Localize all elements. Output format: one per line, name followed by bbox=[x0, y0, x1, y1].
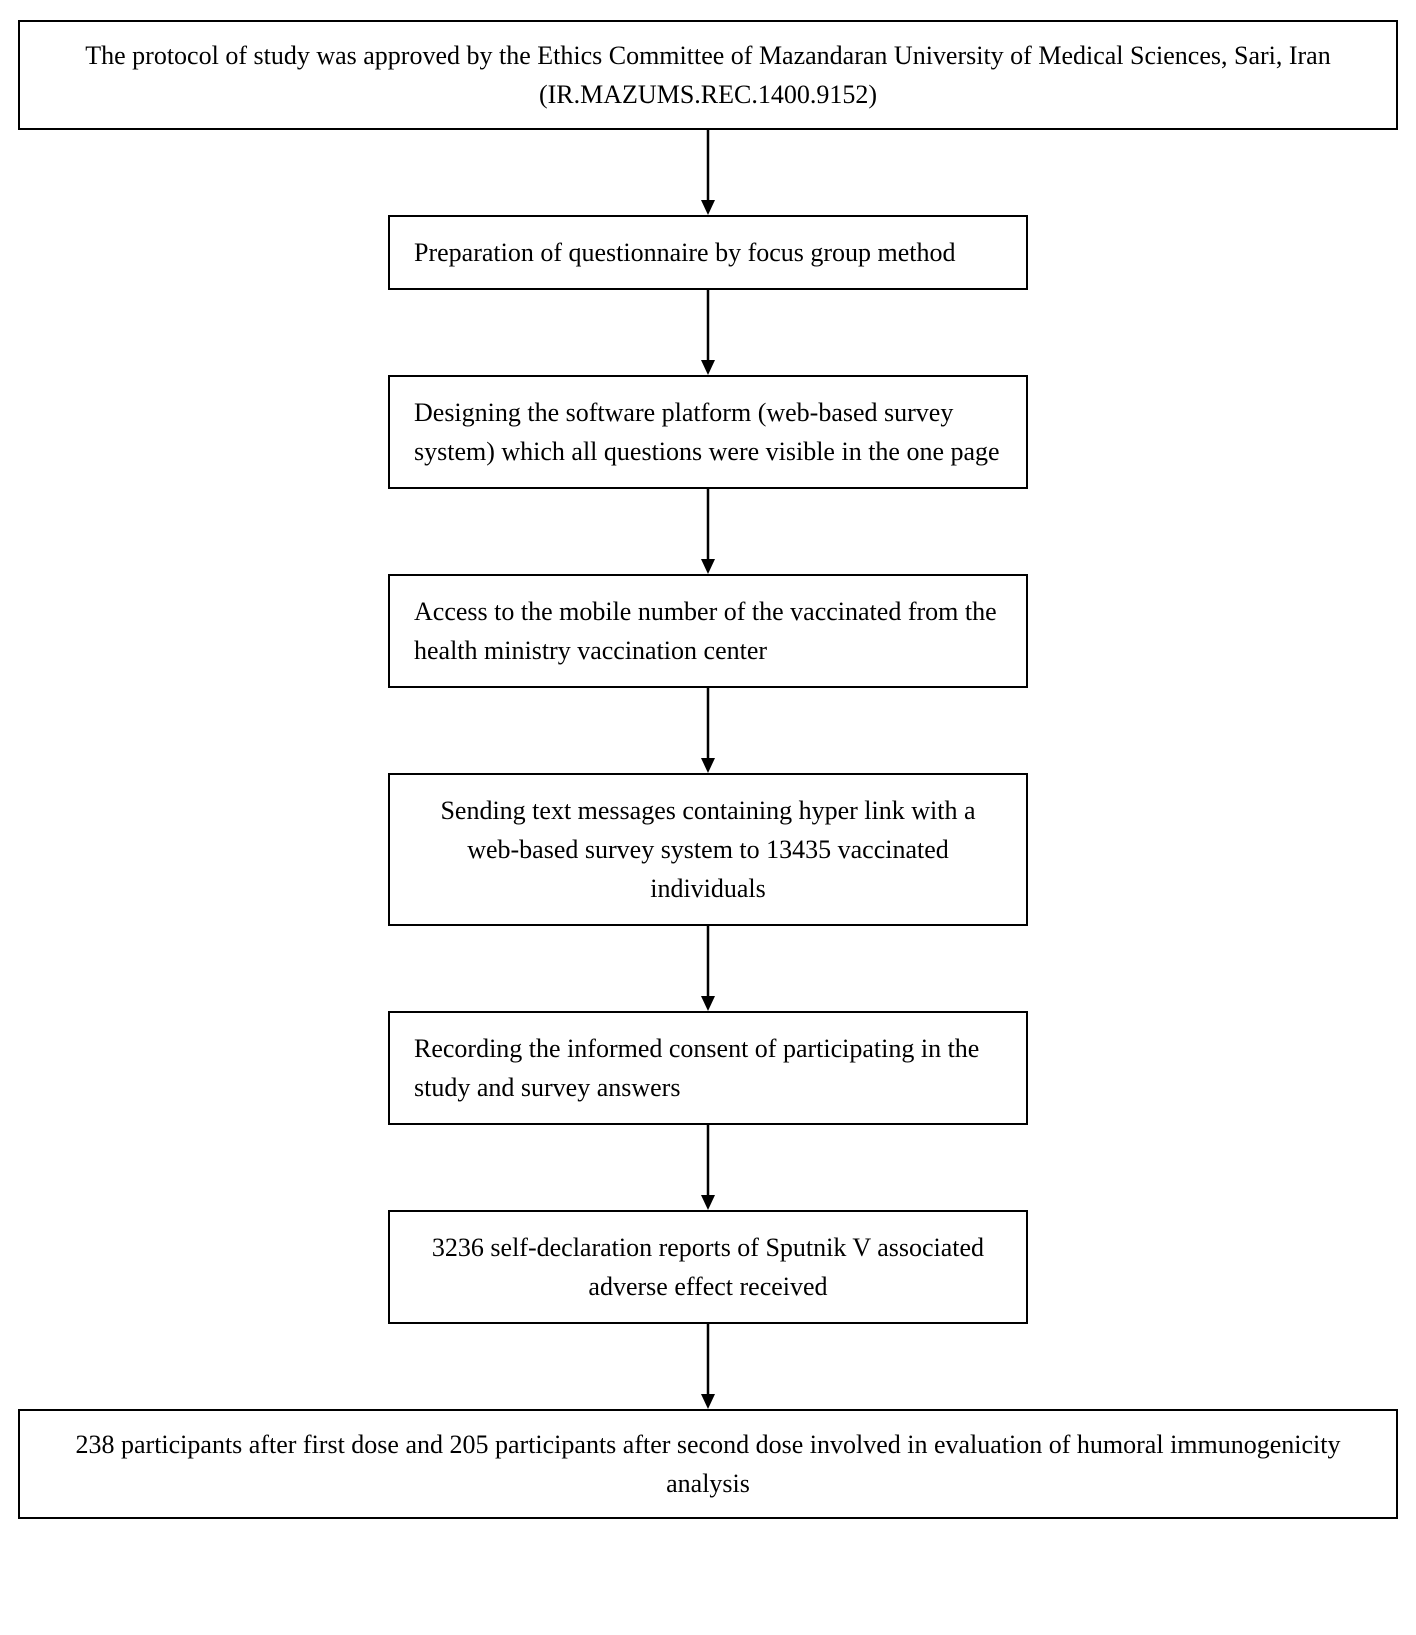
step-reports: 3236 self-declaration reports of Sputnik… bbox=[388, 1210, 1028, 1324]
step-reports-text: 3236 self-declaration reports of Sputnik… bbox=[432, 1233, 984, 1301]
flowchart-container: The protocol of study was approved by th… bbox=[0, 20, 1416, 1519]
arrow-7 bbox=[696, 1324, 720, 1409]
step-final-text: 238 participants after first dose and 20… bbox=[76, 1430, 1341, 1498]
step-final: 238 participants after first dose and 20… bbox=[18, 1409, 1398, 1519]
step-questionnaire: Preparation of questionnaire by focus gr… bbox=[388, 215, 1028, 290]
step-consent: Recording the informed consent of partic… bbox=[388, 1011, 1028, 1125]
arrow-1 bbox=[696, 130, 720, 215]
step-sending-text: Sending text messages containing hyper l… bbox=[440, 796, 975, 903]
step-consent-text: Recording the informed consent of partic… bbox=[414, 1034, 979, 1102]
step-sending: Sending text messages containing hyper l… bbox=[388, 773, 1028, 926]
step-access-text: Access to the mobile number of the vacci… bbox=[414, 597, 997, 665]
step-access: Access to the mobile number of the vacci… bbox=[388, 574, 1028, 688]
arrow-4 bbox=[696, 688, 720, 773]
step-ethics: The protocol of study was approved by th… bbox=[18, 20, 1398, 130]
arrow-3 bbox=[696, 489, 720, 574]
arrow-6 bbox=[696, 1125, 720, 1210]
arrow-5 bbox=[696, 926, 720, 1011]
step-platform: Designing the software platform (web-bas… bbox=[388, 375, 1028, 489]
step-ethics-text: The protocol of study was approved by th… bbox=[85, 41, 1330, 109]
arrow-2 bbox=[696, 290, 720, 375]
step-platform-text: Designing the software platform (web-bas… bbox=[414, 398, 1000, 466]
step-questionnaire-text: Preparation of questionnaire by focus gr… bbox=[414, 238, 956, 267]
